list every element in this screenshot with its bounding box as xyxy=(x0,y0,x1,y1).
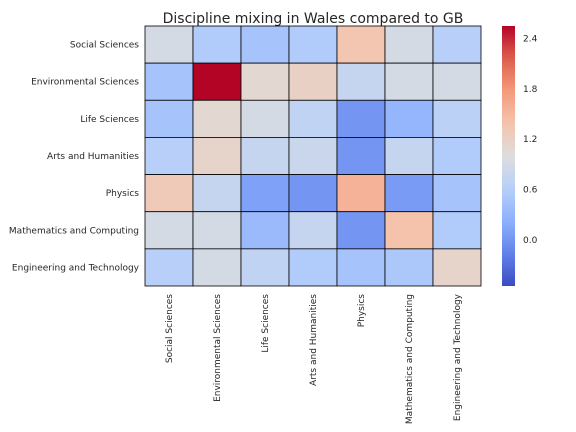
heatmap-cell xyxy=(192,174,242,213)
row-label: Physics xyxy=(106,189,140,199)
row-label: Engineering and Technology xyxy=(12,263,140,273)
heatmap-cell xyxy=(432,99,482,138)
colorbar-tick-label: 0.0 xyxy=(523,236,538,246)
heatmap-cell xyxy=(432,211,482,250)
heatmap-cell xyxy=(288,25,338,64)
column-label: Engineering and Technology xyxy=(453,293,463,421)
heatmap-cell xyxy=(192,211,242,250)
heatmap-cell xyxy=(192,137,242,175)
colorbar: 0.0 0.6 1.2 1.8 2.4 xyxy=(502,26,538,286)
heatmap-cell xyxy=(432,137,482,175)
heatmap-cell xyxy=(288,99,338,138)
colorbar-gradient xyxy=(502,26,515,286)
heatmap-cell xyxy=(384,62,434,101)
chart-title: Discipline mixing in Wales compared to G… xyxy=(163,11,464,27)
heatmap-cell xyxy=(336,174,386,213)
heatmap-cell xyxy=(288,137,338,175)
heatmap-cell xyxy=(192,25,242,64)
row-label: Life Sciences xyxy=(80,115,139,125)
heatmap-cell xyxy=(432,174,482,213)
heatmap-cell xyxy=(192,248,242,287)
heatmap-cell xyxy=(144,211,194,250)
heatmap-cell xyxy=(240,25,290,64)
heatmap-cell xyxy=(288,174,338,213)
row-label: Environmental Sciences xyxy=(31,78,139,88)
heatmap-cells xyxy=(144,25,482,287)
row-labels: Social Sciences Environmental Sciences Lif… xyxy=(9,41,140,274)
heatmap-cell xyxy=(336,62,386,101)
heatmap-cell xyxy=(144,99,194,138)
heatmap-cell xyxy=(144,62,194,101)
column-label: Social Sciences xyxy=(165,294,175,363)
heatmap-cell xyxy=(192,62,242,101)
heatmap-cell xyxy=(192,99,242,138)
heatmap-cell xyxy=(384,25,434,64)
heatmap-cell xyxy=(240,248,290,287)
heatmap-cell xyxy=(384,211,434,250)
heatmap-cell xyxy=(144,174,194,213)
column-label: Physics xyxy=(357,294,367,328)
colorbar-tick-label: 0.6 xyxy=(523,186,538,196)
heatmap-cell xyxy=(240,137,290,175)
column-labels: Social Sciences Environmental Sciences Lif… xyxy=(165,293,463,424)
colorbar-tick-label: 1.2 xyxy=(523,135,537,145)
heatmap-cell xyxy=(288,248,338,287)
heatmap-cell xyxy=(432,25,482,64)
heatmap-cell xyxy=(144,248,194,287)
heatmap-cell xyxy=(384,137,434,175)
heatmap-cell xyxy=(240,62,290,101)
heatmap-cell xyxy=(336,211,386,250)
heatmap-cell xyxy=(432,62,482,101)
row-label: Arts and Humanities xyxy=(47,152,139,162)
column-label: Arts and Humanities xyxy=(309,294,319,386)
heatmap-cell xyxy=(144,25,194,64)
heatmap-cell xyxy=(144,137,194,175)
heatmap-cell xyxy=(240,99,290,138)
heatmap-cell xyxy=(384,174,434,213)
row-label: Social Sciences xyxy=(70,41,139,51)
heatmap-cell xyxy=(384,99,434,138)
heatmap-cell xyxy=(336,248,386,287)
heatmap-cell xyxy=(432,248,482,287)
column-label: Life Sciences xyxy=(261,294,271,353)
heatmap-cell xyxy=(336,99,386,138)
heatmap-cell xyxy=(240,211,290,250)
heatmap-cell xyxy=(336,25,386,64)
column-label: Environmental Sciences xyxy=(213,294,223,402)
heatmap-cell xyxy=(384,248,434,287)
heatmap-cell xyxy=(288,211,338,250)
column-label: Mathematics and Computing xyxy=(405,294,415,424)
colorbar-tick-label: 2.4 xyxy=(523,35,538,45)
heatmap-cell xyxy=(240,174,290,213)
heatmap-cell xyxy=(288,62,338,101)
colorbar-tick-label: 1.8 xyxy=(523,85,538,95)
heatmap-cell xyxy=(336,137,386,175)
row-label: Mathematics and Computing xyxy=(9,226,139,236)
